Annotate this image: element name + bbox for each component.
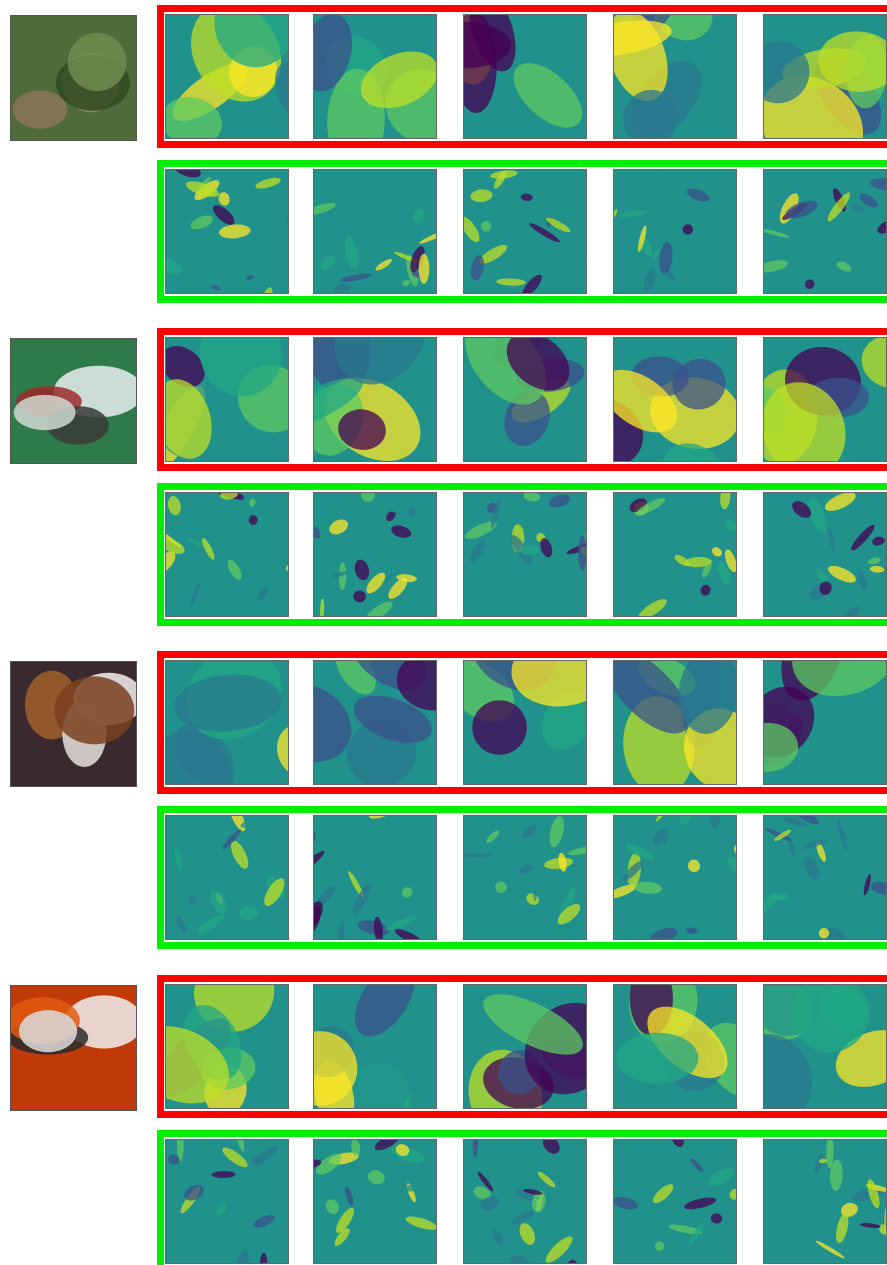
input-region <box>54 676 134 744</box>
input-region <box>68 33 127 91</box>
activation <box>295 240 315 264</box>
input-region <box>19 1010 77 1052</box>
feature-map <box>305 1131 439 1265</box>
feature-map <box>725 599 887 785</box>
feature-map-bg <box>165 1139 289 1264</box>
feature-map <box>601 160 770 294</box>
feature-map <box>604 485 740 623</box>
feature-map <box>461 791 599 940</box>
feature-map <box>139 299 319 480</box>
feature-map <box>435 587 619 785</box>
activation <box>533 880 537 901</box>
feature-map-bg <box>763 169 887 294</box>
input-region <box>14 395 76 430</box>
feature-map <box>117 935 290 1121</box>
feature-map <box>752 804 887 945</box>
input-image <box>6 985 144 1111</box>
feature-map <box>460 982 633 1146</box>
feature-map <box>591 635 770 800</box>
feature-map-figure <box>0 0 887 1265</box>
feature-map <box>610 1127 740 1264</box>
feature-map <box>755 169 887 294</box>
activation <box>353 591 366 603</box>
input-image <box>10 661 144 787</box>
feature-map <box>297 798 445 951</box>
feature-map <box>160 801 291 940</box>
activation <box>520 545 539 555</box>
feature-map <box>279 953 437 1148</box>
feature-map <box>463 1128 587 1265</box>
activation <box>419 254 430 284</box>
feature-map <box>452 169 594 300</box>
activation <box>578 536 586 571</box>
feature-map <box>418 0 599 163</box>
activation <box>452 263 464 269</box>
feature-map <box>731 1120 887 1264</box>
activation <box>435 247 450 278</box>
activation <box>299 540 313 554</box>
feature-map <box>309 485 437 625</box>
feature-map <box>743 457 887 632</box>
feature-map <box>605 797 748 950</box>
feature-map-bg <box>165 492 289 617</box>
activation <box>461 853 493 858</box>
feature-map <box>157 0 335 152</box>
feature-map <box>449 301 587 462</box>
input-image <box>10 338 144 464</box>
feature-map-bg <box>763 492 887 617</box>
input-region <box>13 90 67 128</box>
activation <box>617 1033 699 1084</box>
feature-map <box>568 0 737 154</box>
feature-map <box>151 485 314 617</box>
input-image <box>10 15 137 141</box>
feature-map <box>305 169 452 296</box>
